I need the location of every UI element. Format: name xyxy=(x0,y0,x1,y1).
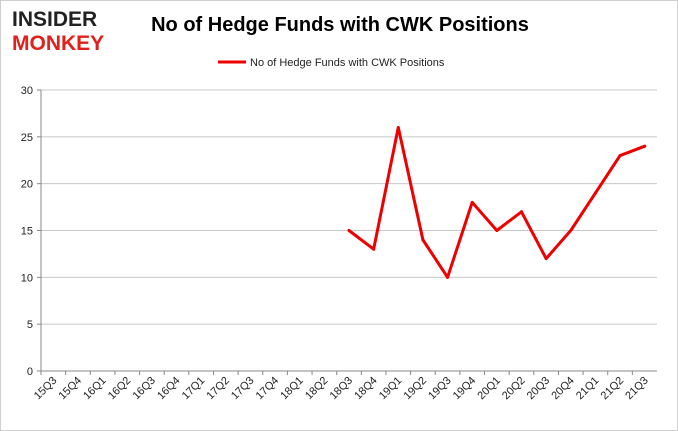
data-point xyxy=(519,210,523,214)
data-point xyxy=(544,257,548,261)
y-tick-label: 0 xyxy=(27,366,33,378)
data-point xyxy=(618,154,622,158)
data-point xyxy=(372,247,376,251)
x-tick-labels: 15Q315Q416Q116Q216Q316Q417Q117Q217Q317Q4… xyxy=(32,375,651,403)
axes xyxy=(37,89,657,375)
insider-monkey-logo: INSIDER MONKEY xyxy=(10,4,128,55)
x-tick-label: 17Q3 xyxy=(229,375,257,403)
x-tick-label: 20Q1 xyxy=(475,375,503,403)
x-tick-label: 15Q4 xyxy=(57,375,85,403)
data-point xyxy=(421,238,425,242)
data-point xyxy=(347,229,351,232)
x-tick-label: 17Q1 xyxy=(180,375,208,403)
x-tick-label: 19Q2 xyxy=(402,375,430,403)
data-point xyxy=(470,200,474,204)
x-tick-label: 20Q4 xyxy=(549,375,577,403)
data-point xyxy=(643,144,647,148)
y-tick-label: 10 xyxy=(21,272,33,284)
y-tick-labels: 0 5 10 15 20 25 30 xyxy=(21,85,33,378)
y-tick-label: 20 xyxy=(21,179,33,191)
legend-label: No of Hedge Funds with CWK Positions xyxy=(250,57,445,69)
x-tick-label: 20Q3 xyxy=(525,375,553,403)
data-point xyxy=(593,191,597,195)
x-tick-label: 19Q1 xyxy=(377,375,405,403)
x-tick-label: 19Q3 xyxy=(426,375,454,403)
x-tick-label: 16Q4 xyxy=(155,375,183,403)
x-tick-label: 18Q1 xyxy=(278,375,306,403)
logo-line-2: MONKEY xyxy=(12,32,104,54)
x-tick-label: 17Q2 xyxy=(204,375,232,403)
x-tick-label: 19Q4 xyxy=(451,375,479,403)
x-tick-label: 18Q3 xyxy=(328,375,356,403)
x-tick-label: 16Q3 xyxy=(130,375,158,403)
y-tick-label: 25 xyxy=(21,132,33,144)
series xyxy=(347,125,647,279)
logo-line-1: INSIDER xyxy=(12,8,97,31)
y-tick-label: 30 xyxy=(21,85,33,97)
x-tick-label: 21Q3 xyxy=(623,375,651,403)
series-line xyxy=(347,125,647,279)
x-tick-label: 20Q2 xyxy=(500,375,528,403)
x-tick-label: 17Q4 xyxy=(254,375,282,403)
x-tick-label: 18Q4 xyxy=(352,375,380,403)
data-point xyxy=(495,229,499,232)
x-tick-label: 16Q2 xyxy=(106,375,134,403)
data-point xyxy=(396,125,400,129)
x-tick-label: 18Q2 xyxy=(303,375,331,403)
x-tick-label: 21Q1 xyxy=(574,375,602,403)
x-tick-label: 21Q2 xyxy=(599,375,627,403)
legend: No of Hedge Funds with CWK Positions xyxy=(218,57,445,69)
chart-title: No of Hedge Funds with CWK Positions xyxy=(151,14,529,36)
y-tick-label: 15 xyxy=(21,226,33,238)
y-tick-label: 5 xyxy=(27,319,33,331)
x-tick-label: 16Q1 xyxy=(81,375,109,403)
x-tick-label: 15Q3 xyxy=(32,375,60,403)
data-point xyxy=(569,229,573,232)
data-point xyxy=(446,275,450,279)
